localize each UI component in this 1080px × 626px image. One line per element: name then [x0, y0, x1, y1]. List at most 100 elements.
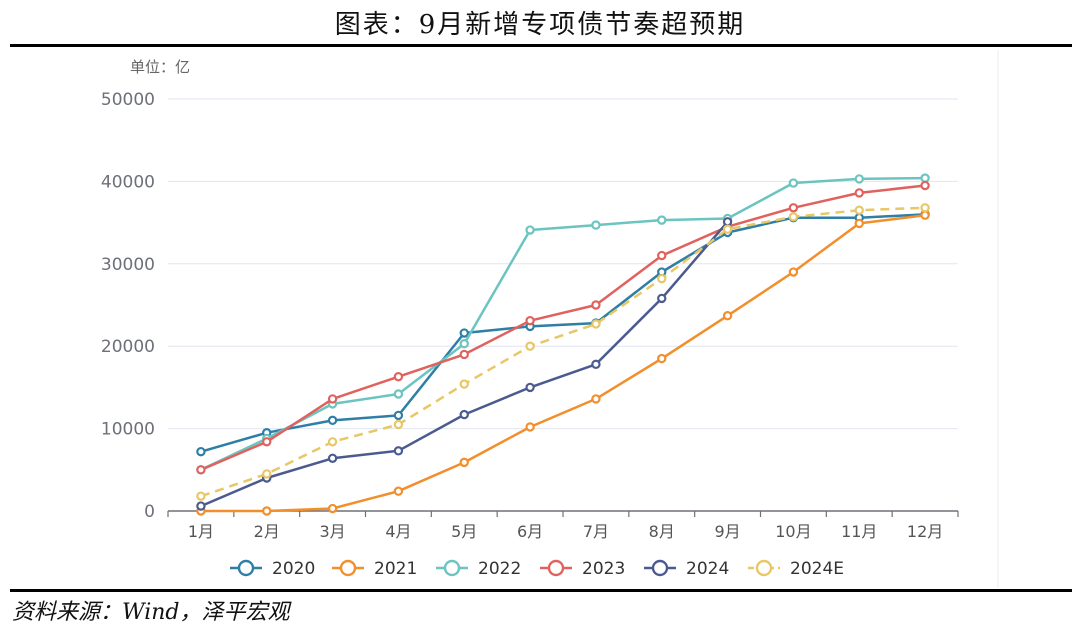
legend-label: 2022	[478, 559, 521, 579]
legend-label: 2020	[272, 559, 315, 579]
bottom-divider	[10, 589, 1072, 592]
data-point-2020	[327, 415, 338, 426]
series-line-2020	[200, 213, 926, 453]
x-tick-label: 3月	[319, 522, 345, 541]
data-point-2021	[393, 486, 404, 496]
x-tick-label: 12月	[907, 522, 943, 541]
data-point-2024E	[657, 273, 667, 284]
x-tick-label: 1月	[188, 522, 214, 541]
data-point-2023	[920, 180, 930, 191]
legend-marker	[237, 559, 255, 577]
top-divider	[10, 44, 1072, 47]
x-tick-label: 10月	[775, 522, 811, 541]
data-point-2024	[327, 453, 338, 463]
data-point-2024E	[327, 437, 338, 447]
data-point-2020	[393, 410, 404, 421]
data-point-2024	[196, 501, 206, 511]
data-point-2024E	[262, 469, 272, 479]
series-line-2021	[200, 213, 926, 513]
y-tick-label: 20000	[101, 337, 155, 357]
data-point-2021	[920, 210, 930, 220]
y-tick-label: 10000	[101, 420, 155, 440]
data-point-2020	[196, 446, 206, 457]
data-point-2024E	[854, 205, 864, 215]
series-line-2022	[200, 176, 926, 471]
data-point-2024E	[920, 203, 930, 213]
legend-marker	[547, 559, 565, 577]
x-tick-label: 5月	[451, 522, 477, 541]
legend-item-2021[interactable]: 2021	[332, 559, 417, 579]
data-point-2024E	[591, 319, 601, 329]
data-point-2023	[854, 188, 864, 198]
data-point-2021	[525, 422, 535, 432]
data-point-2022	[788, 178, 799, 188]
unit-label: 单位：亿	[130, 58, 190, 76]
data-point-2023	[788, 203, 799, 213]
data-point-2022	[657, 215, 667, 225]
data-point-2022	[920, 173, 930, 183]
data-point-2022	[393, 389, 404, 399]
data-point-2024E	[459, 379, 469, 389]
data-point-2023	[657, 250, 667, 261]
y-tick-label: 40000	[101, 172, 155, 192]
data-point-2022	[591, 220, 601, 230]
x-tick-label: 2月	[254, 522, 280, 541]
legend-marker	[443, 559, 461, 577]
data-point-2024	[459, 409, 469, 420]
data-point-2024	[525, 382, 535, 393]
data-point-2024	[591, 359, 601, 370]
data-point-2022	[459, 339, 469, 349]
data-point-2023	[262, 437, 272, 447]
legend-item-2022[interactable]: 2022	[436, 559, 521, 579]
legend-label: 2023	[582, 559, 625, 579]
legend-item-2024E[interactable]: 2024E	[748, 559, 844, 579]
data-point-2021	[262, 506, 272, 516]
data-point-2022	[525, 225, 535, 235]
legend-label: 2021	[374, 559, 417, 579]
x-tick-label: 7月	[583, 522, 609, 541]
data-point-2024	[393, 446, 404, 456]
legend-label: 2024E	[790, 559, 844, 579]
x-tick-label: 8月	[649, 522, 675, 541]
legend-label: 2024	[686, 559, 729, 579]
data-point-2024	[657, 293, 667, 304]
legend-item-2020[interactable]: 2020	[230, 559, 315, 579]
data-point-2024	[722, 217, 733, 227]
data-point-2023	[459, 349, 469, 360]
legend-item-2024[interactable]: 2024	[644, 559, 729, 579]
data-point-2024E	[393, 419, 404, 430]
data-point-2023	[196, 465, 206, 475]
y-tick-label: 50000	[101, 90, 155, 110]
data-point-2023	[327, 394, 338, 404]
data-point-2021	[657, 353, 667, 364]
legend-marker	[339, 559, 357, 577]
series-line-2024E	[200, 206, 926, 498]
data-point-2024E	[525, 341, 535, 351]
y-tick-label: 30000	[101, 255, 155, 275]
y-tick-label: 0	[144, 502, 155, 522]
data-point-2024E	[196, 491, 206, 501]
data-point-2024E	[788, 212, 799, 222]
legend-marker	[651, 559, 669, 577]
source-note: 资料来源：Wind，泽平宏观	[12, 600, 290, 625]
legend-marker	[755, 559, 773, 577]
x-tick-label: 11月	[841, 522, 877, 541]
page-title: 图表：9月新增专项债节奏超预期	[334, 10, 746, 40]
data-point-2021	[591, 394, 601, 404]
x-tick-label: 9月	[714, 522, 740, 541]
data-point-2023	[591, 300, 601, 310]
series-line-2023	[200, 184, 926, 471]
data-point-2022	[854, 174, 864, 184]
data-point-2023	[525, 315, 535, 326]
data-point-2021	[854, 218, 864, 229]
data-point-2023	[393, 371, 404, 382]
x-tick-label: 6月	[517, 522, 543, 541]
data-point-2021	[459, 457, 469, 468]
data-point-2021	[722, 311, 733, 321]
data-point-2024E	[722, 224, 733, 234]
x-tick-label: 4月	[385, 522, 411, 541]
legend-item-2023[interactable]: 2023	[540, 559, 625, 579]
data-point-2021	[788, 267, 799, 277]
data-point-2020	[459, 328, 469, 338]
